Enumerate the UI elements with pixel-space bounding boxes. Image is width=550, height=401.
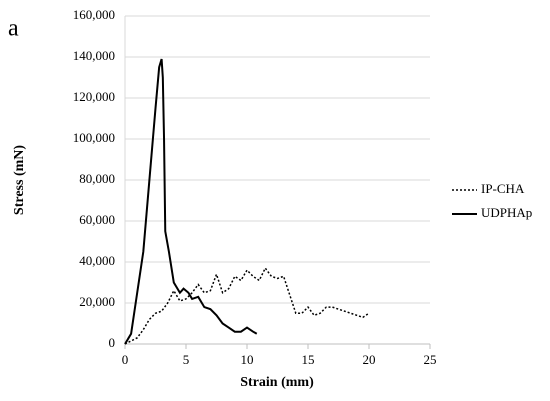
x-tick-label: 20 bbox=[363, 352, 376, 367]
x-tick-label: 10 bbox=[241, 352, 254, 367]
series-line bbox=[124, 266, 370, 345]
series-line bbox=[124, 58, 258, 345]
annotation: a bbox=[8, 16, 19, 42]
y-tick-label: 0 bbox=[109, 335, 116, 350]
legend-label: UDPHAp bbox=[481, 205, 532, 220]
y-axis-label: Stress (mN) bbox=[12, 145, 27, 215]
y-tick-label: 80,000 bbox=[79, 171, 115, 186]
legend-label: IP-CHA bbox=[481, 181, 525, 196]
y-tick-label: 60,000 bbox=[79, 212, 115, 227]
y-tick-label: 100,000 bbox=[73, 130, 115, 145]
x-axis-label: Strain (mm) bbox=[240, 375, 314, 390]
y-tick-label: 160,000 bbox=[73, 7, 115, 22]
x-tick-label: 25 bbox=[424, 352, 437, 367]
y-tick-label: 20,000 bbox=[79, 294, 115, 309]
y-tick-label: 140,000 bbox=[73, 48, 115, 63]
x-tick-label: 5 bbox=[183, 352, 190, 367]
x-tick-label: 0 bbox=[122, 352, 129, 367]
y-tick-label: 120,000 bbox=[73, 89, 115, 104]
y-tick-label: 40,000 bbox=[79, 253, 115, 268]
x-tick-label: 15 bbox=[302, 352, 315, 367]
